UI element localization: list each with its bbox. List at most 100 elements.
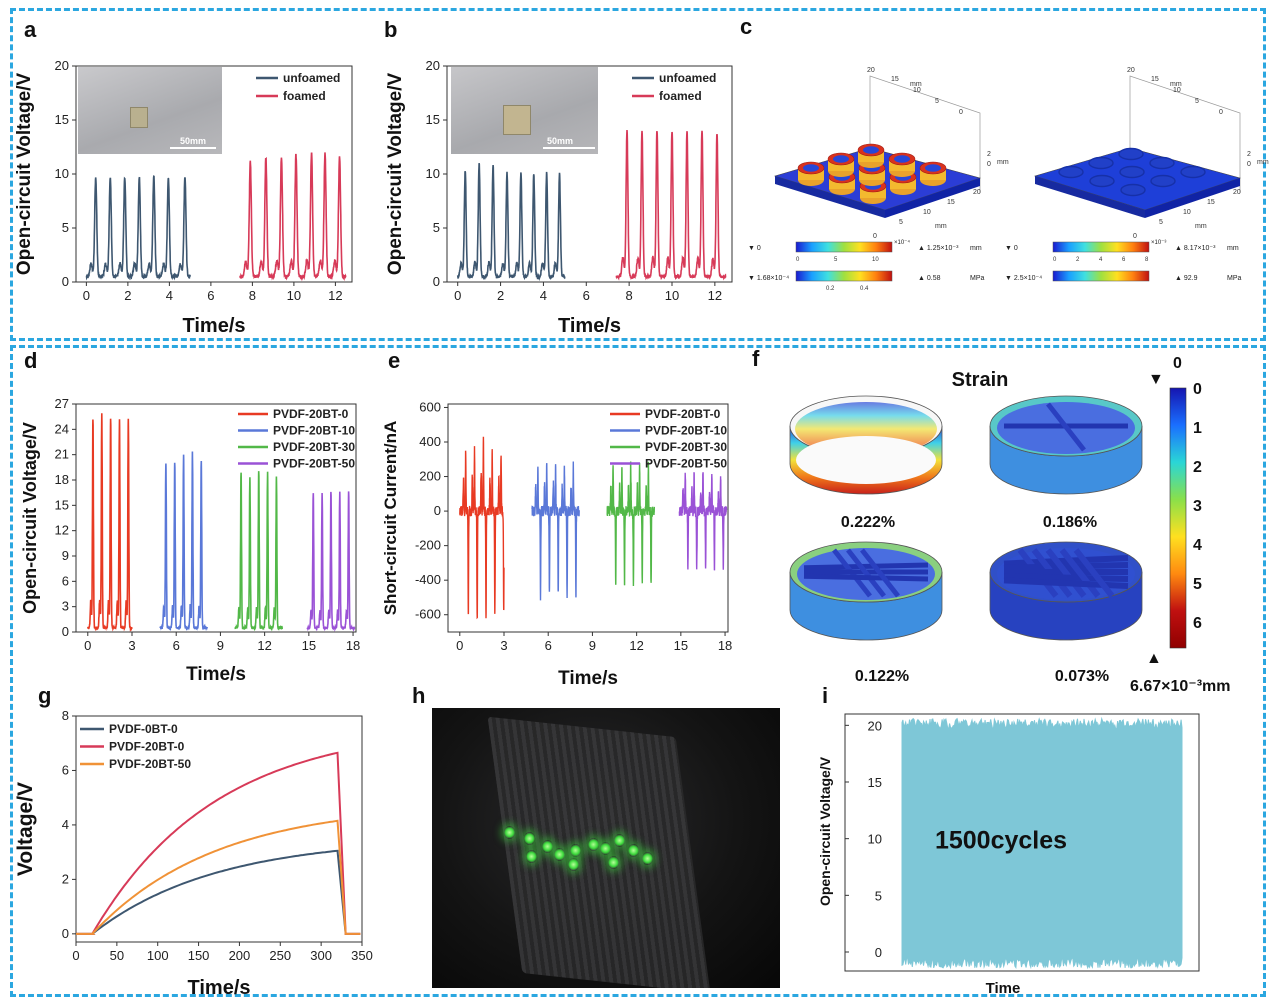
y-tick-label: 12	[55, 523, 69, 538]
disp-tick: 0	[796, 257, 800, 263]
strain-ring	[989, 541, 1143, 641]
disp-tick: 5	[834, 257, 838, 263]
y-tick-label: 400	[419, 434, 441, 449]
x-tick-label: 2	[497, 288, 504, 303]
y-tick-label: 0	[434, 503, 441, 518]
disp-unit: mm	[1227, 245, 1239, 252]
x-tick-label: 18	[718, 638, 732, 653]
y-tick-label: 15	[55, 112, 69, 127]
sim-plate-side	[885, 178, 980, 218]
stress-unit: MPa	[1227, 275, 1242, 282]
ring-inner-floor	[796, 436, 936, 484]
y-axis-label: Open-circuit Voltage/V	[14, 73, 35, 276]
x-axis-label: Time/s	[558, 315, 621, 337]
y-tick-label: 15	[426, 112, 440, 127]
series-line-PVDF-20BT-0	[87, 413, 133, 632]
sim-axis-tick: 10	[1173, 87, 1181, 94]
series-line-PVDF-20BT-10	[159, 451, 208, 632]
x-tick-label: 8	[249, 288, 256, 303]
strain-title: Strain	[952, 369, 1009, 391]
y-tick-label: 0	[62, 624, 69, 639]
strain-ring	[989, 395, 1143, 495]
disp-unit: mm	[970, 245, 982, 252]
series-line-PVDF-20BT-30	[234, 471, 284, 632]
y-tick-label: 5	[875, 888, 882, 903]
y-tick-label: 4	[62, 817, 69, 832]
legend-entry: PVDF-20BT-50	[109, 757, 191, 771]
y-tick-label: 20	[55, 58, 69, 73]
legend-entry: PVDF-20BT-30	[645, 440, 727, 454]
cycles-area	[901, 716, 1183, 970]
stress-tick: 0.2	[826, 286, 835, 292]
y-tick-label: 27	[55, 396, 69, 411]
series-line-PVDF-0BT-0	[76, 849, 361, 935]
series-line-foamed	[615, 129, 727, 281]
sim-axis-tick: 20	[1233, 189, 1241, 196]
sim-bump	[1058, 165, 1084, 179]
legend-entry: PVDF-20BT-10	[645, 424, 727, 438]
x-tick-label: 50	[110, 948, 124, 963]
x-axis-label: Time	[986, 980, 1021, 997]
led-glow	[568, 858, 579, 871]
ring-bar-v	[846, 548, 886, 598]
y-tick-label: 10	[426, 166, 440, 181]
legend-entry: PVDF-20BT-30	[273, 440, 355, 454]
led-glow	[642, 852, 653, 865]
scale-label-a: 50mm	[180, 136, 207, 146]
sim-ring-hole	[833, 155, 849, 163]
y-tick-label: -200	[415, 538, 441, 553]
sim-ring-hole	[863, 146, 879, 154]
sim-axis-tick: 15	[1207, 199, 1215, 206]
y-tick-label: 0	[433, 274, 440, 289]
sim-axis-tick: 0	[873, 233, 877, 240]
sim-axis-unit: mm	[1170, 81, 1182, 88]
sim-axis-tick: 10	[923, 209, 931, 216]
x-axis-label: Time/s	[183, 315, 246, 337]
disp-tick: 4	[1099, 257, 1103, 263]
chart-b-group: 0 5 10 15 20 0 2 4 6 8 10 12 Time/s Open-circuit Volt…	[385, 58, 733, 337]
x-tick-label: 100	[147, 948, 169, 963]
x-tick-label: 18	[346, 638, 360, 653]
disp-tick: 2	[1076, 257, 1080, 263]
led-glow	[608, 856, 619, 869]
x-tick-label: 0	[456, 638, 463, 653]
sample-pad-icon	[130, 107, 148, 128]
sim-colorbars: ▼ 0 ×10⁻³ ▲ 8.17×10⁻³ mm 0 2 4 6 8 ▼ 2.5×10⁻⁴ ▲ 92…	[1005, 240, 1242, 282]
sim-axis-unit: mm	[1257, 159, 1269, 166]
sim-axis-tick: 2	[987, 151, 991, 158]
scale-label-b: 50mm	[547, 136, 574, 146]
legend-entry: PVDF-0BT-0	[109, 722, 178, 736]
series-line-unfoamed	[456, 162, 566, 282]
stress-min: ▼ 1.68×10⁻⁴	[748, 275, 789, 282]
sim-axis-tick: 15	[947, 199, 955, 206]
strain-colorbar	[1169, 387, 1187, 649]
ring-bar-v	[1059, 548, 1101, 598]
led-glow	[504, 826, 515, 839]
sim-axis-tick: 5	[1195, 98, 1199, 105]
top-panel-frame	[10, 8, 1266, 341]
y-tick-label: 10	[868, 832, 882, 847]
led-glow	[526, 850, 537, 863]
breadboard	[487, 716, 711, 988]
sim-axis-tick: 15	[891, 76, 899, 83]
disp-tick: 6	[1122, 257, 1126, 263]
x-tick-label: 12	[257, 638, 271, 653]
sim-axis-tick: 2	[1247, 151, 1251, 158]
sim-axis-tick: 5	[935, 98, 939, 105]
strain-scale-tick: 6	[1193, 615, 1202, 632]
led-glow	[542, 840, 553, 853]
disp-max: ▲ 1.25×10⁻³	[918, 245, 959, 252]
y-tick-label: 2	[62, 871, 69, 886]
sample-pad-icon	[503, 105, 531, 135]
y-tick-label: 600	[419, 399, 441, 414]
inset-photo-a: 50mm	[78, 67, 222, 154]
scale-top-marker: ▼	[1148, 371, 1164, 388]
inset-photo-b: 50mm	[451, 67, 598, 154]
chart-e-group: -600 -400 -200 0 200 400 600 0 3 6 9 12 15 18 Time/s Sh…	[381, 399, 732, 689]
x-tick-label: 10	[665, 288, 679, 303]
sim-bump	[1088, 156, 1114, 170]
disp-exp: ×10⁻⁴	[894, 239, 910, 246]
sim-axis-tick: 0	[1219, 109, 1223, 116]
